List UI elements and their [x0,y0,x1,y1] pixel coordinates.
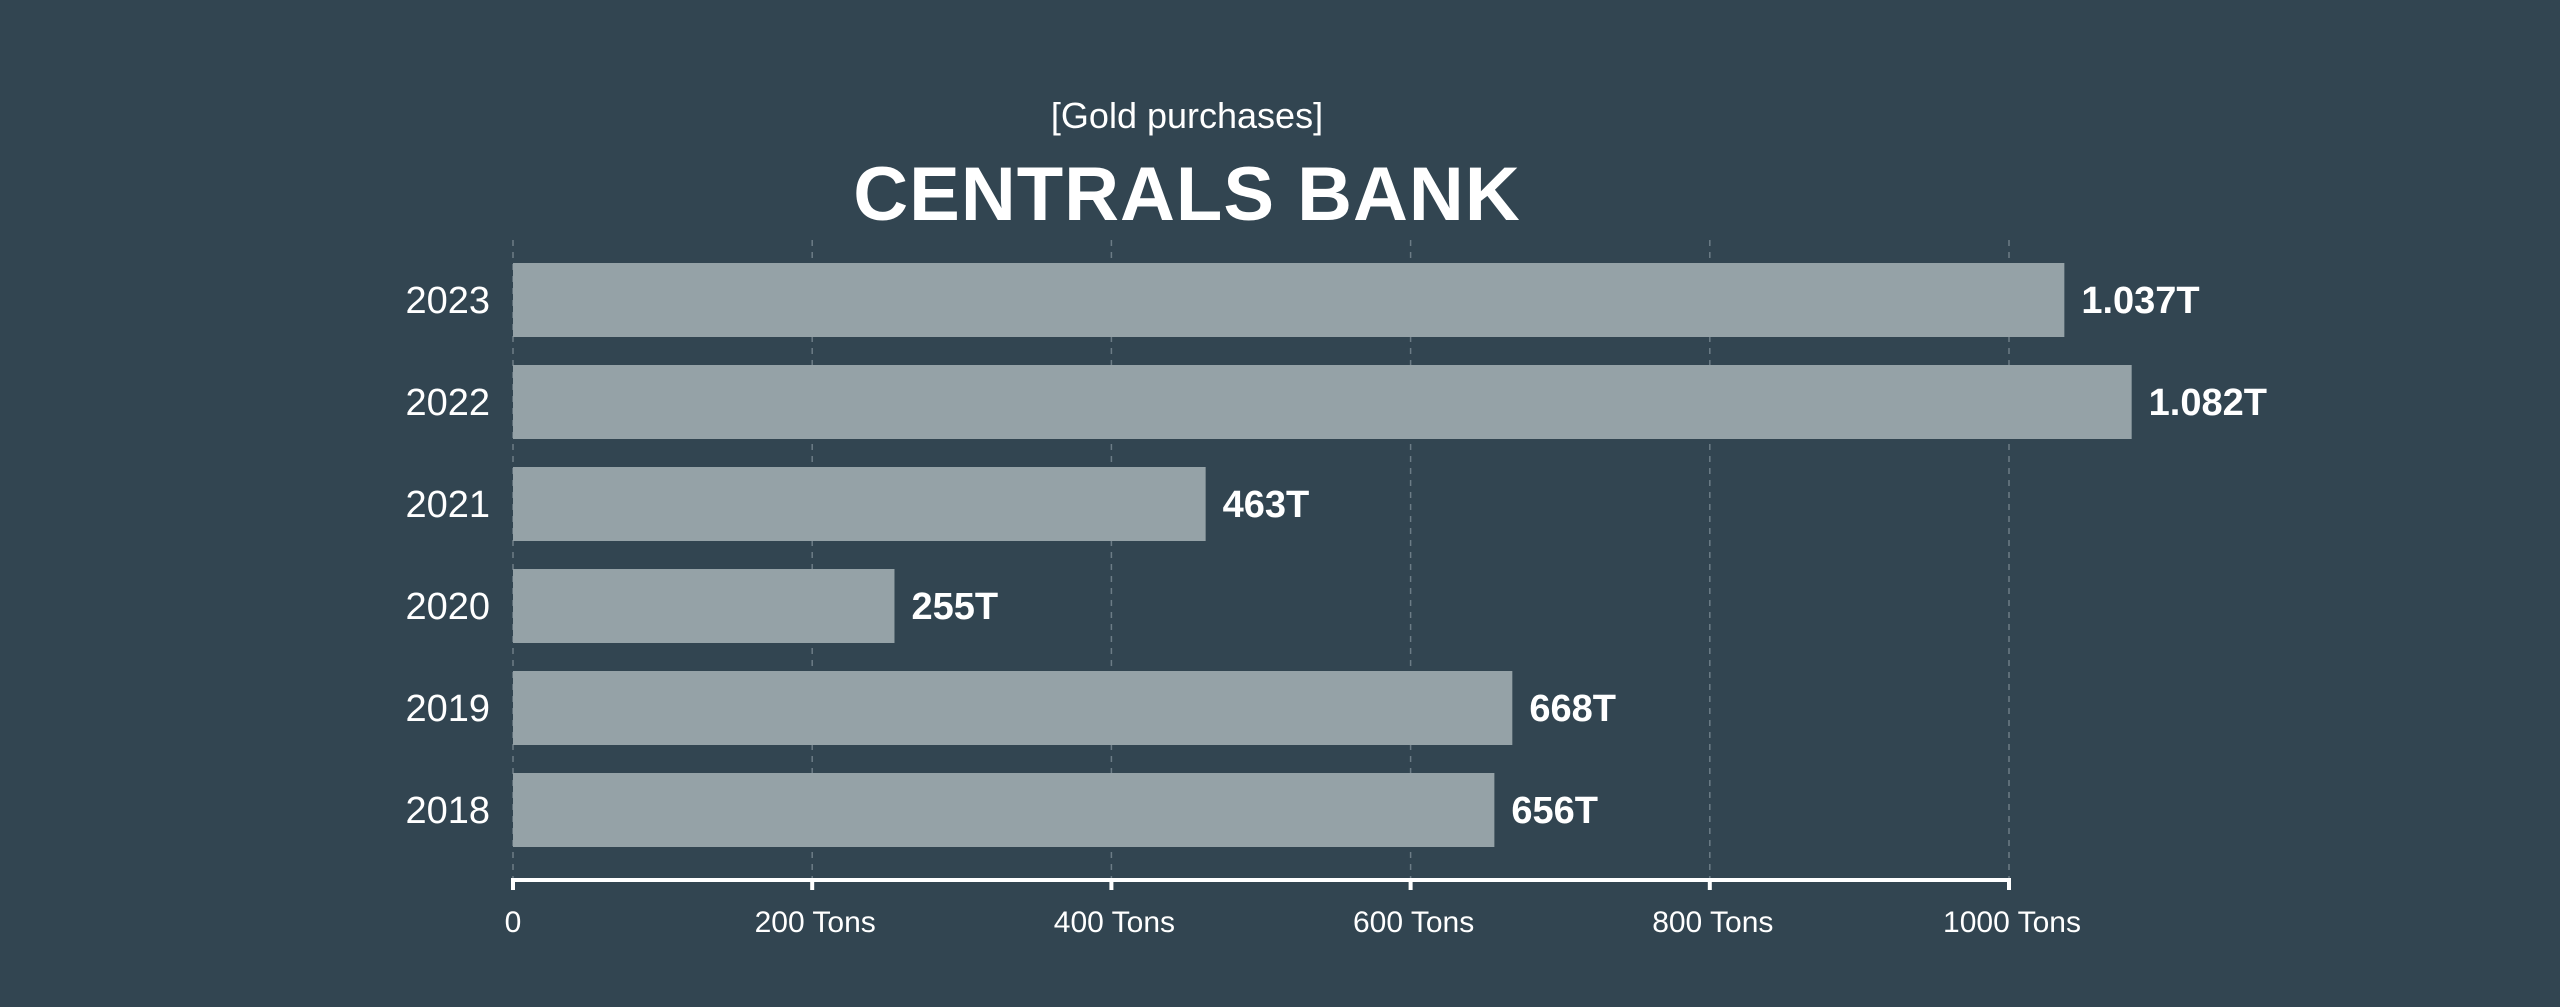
x-tick-label: 1000 Tons [1943,906,2081,939]
bar-2020 [513,569,895,643]
value-label: 656T [1511,790,1598,832]
category-label: 2021 [405,484,490,526]
bar-2021 [513,467,1206,541]
value-label: 1.037T [2081,280,2199,322]
bar-2019 [513,671,1513,745]
value-label: 255T [911,586,998,628]
chart-subtitle: [Gold purchases] [1051,95,1323,136]
category-label: 2022 [405,382,490,424]
value-label: 1.082T [2149,382,2267,424]
bars: 2023 1.037T 2022 1.082T 2021 463T 2020 255T 2019… [405,263,2267,847]
category-label: 2018 [405,790,490,832]
x-tick-label: 800 Tons [1652,906,1773,939]
x-tick-label: 600 Tons [1353,906,1474,939]
x-tick-label: 0 [505,906,522,939]
value-label: 463T [1223,484,1310,526]
bar-2018 [513,773,1495,847]
category-label: 2019 [405,688,490,730]
category-label: 2020 [405,586,490,628]
x-tick-label: 400 Tons [1054,906,1175,939]
category-label: 2023 [405,280,490,322]
bar-2023 [513,263,2065,337]
bar-2022 [513,365,2132,439]
chart-title: CENTRALS BANK [853,152,1520,237]
value-label: 668T [1529,688,1616,730]
x-axis: 0 200 Tons 400 Tons 600 Tons 800 Tons 1000 To… [505,878,2081,939]
x-tick-label: 200 Tons [755,906,876,939]
